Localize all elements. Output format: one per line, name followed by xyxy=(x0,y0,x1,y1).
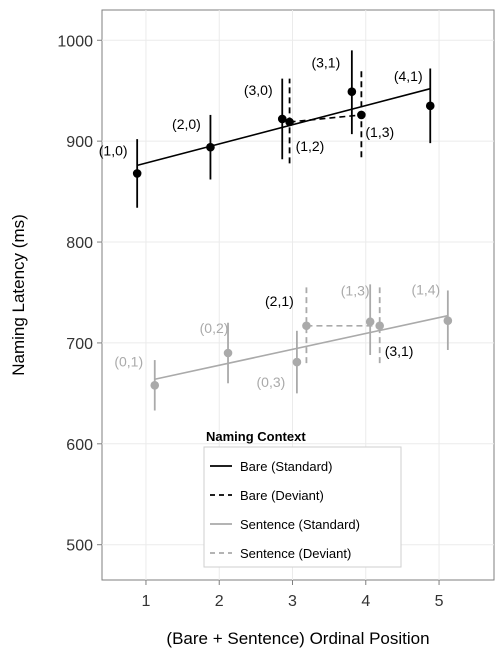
y-tick-label: 600 xyxy=(66,437,93,454)
y-tick-label: 500 xyxy=(66,538,93,555)
data-point xyxy=(425,101,435,111)
x-tick-label: 5 xyxy=(435,593,444,610)
y-tick-label: 700 xyxy=(66,336,93,353)
legend-label: Bare (Standard) xyxy=(240,459,333,474)
data-point xyxy=(150,380,160,390)
point-label: (0,1) xyxy=(114,353,143,369)
series-layer xyxy=(132,50,453,411)
data-point xyxy=(375,321,384,331)
legend: Naming Context Bare (Standard) Bare (Devi… xyxy=(203,429,402,568)
legend-label: Sentence (Standard) xyxy=(240,517,360,532)
point-label: (3,1) xyxy=(385,343,414,359)
y-tick-label: 800 xyxy=(66,235,93,252)
point-label: (0,2) xyxy=(200,320,229,336)
point-label: (4,1) xyxy=(394,68,423,84)
point-label: (1,3) xyxy=(341,283,370,299)
point-label: (1,3) xyxy=(365,124,394,140)
point-label: (3,0) xyxy=(244,82,273,98)
data-point xyxy=(302,321,311,331)
legend-label: Sentence (Deviant) xyxy=(240,546,351,561)
x-tick-label: 3 xyxy=(288,593,297,610)
fit-line xyxy=(154,314,449,381)
point-labels: (1,0) (2,0) (3,0) (3,1) (4,1) (1,2) (1,3) (0,1)… xyxy=(99,55,440,390)
fit-line xyxy=(289,114,362,123)
data-point xyxy=(292,357,302,367)
point-label: (2,0) xyxy=(172,116,201,132)
y-axis-title: Naming Latency (ms) xyxy=(9,214,28,376)
x-tick-label: 2 xyxy=(215,593,224,610)
axis-ticks: 500 600 700 800 900 1000 1 2 3 4 5 xyxy=(57,33,443,610)
point-label: (2,1) xyxy=(265,293,294,309)
data-point xyxy=(365,317,375,327)
data-point xyxy=(357,110,366,120)
legend-label: Bare (Deviant) xyxy=(240,488,324,503)
x-tick-label: 1 xyxy=(142,593,151,610)
legend-box xyxy=(203,446,402,568)
data-point xyxy=(206,142,215,152)
point-label: (1,2) xyxy=(296,138,325,154)
y-tick-label: 900 xyxy=(66,134,93,151)
point-label: (3,1) xyxy=(311,55,340,71)
data-point xyxy=(443,316,453,326)
point-label: (1,4) xyxy=(411,282,440,298)
data-point xyxy=(132,169,142,178)
point-label: (0,3) xyxy=(257,374,286,390)
data-point xyxy=(277,114,287,124)
y-tick-label: 1000 xyxy=(57,33,93,50)
fit-line xyxy=(136,87,431,167)
data-point xyxy=(285,117,294,127)
legend-title: Naming Context xyxy=(206,429,306,444)
x-tick-label: 4 xyxy=(361,593,370,610)
data-point xyxy=(223,348,233,358)
data-point xyxy=(347,87,357,97)
legend-entries: Bare (Standard) Bare (Deviant) Sentence (S… xyxy=(210,459,360,561)
point-label: (1,0) xyxy=(99,142,128,158)
x-axis-title: (Bare + Sentence) Ordinal Position xyxy=(166,629,429,648)
